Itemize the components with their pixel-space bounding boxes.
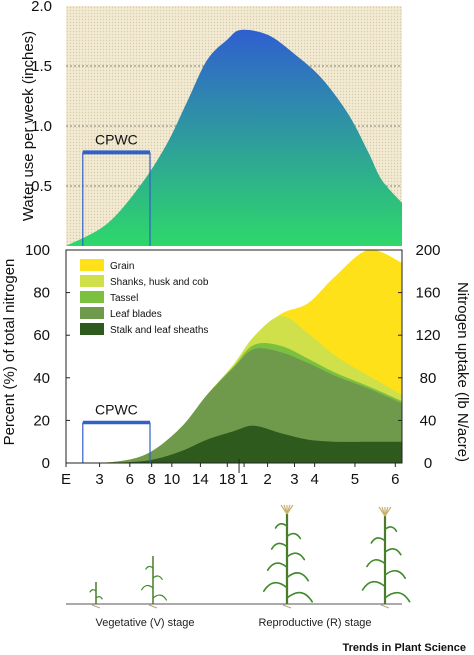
journal-credit: Trends in Plant Science [343, 642, 467, 654]
plant-tassel [384, 506, 392, 517]
plant-leaf [89, 589, 97, 593]
water-y-tick-label: 1.0 [31, 118, 52, 135]
nitrogen-y-tick-label-left: 80 [33, 285, 50, 302]
nitrogen-panel: CPWC Grain Shanks, husk and cob Tassel Leaf… [1, 242, 471, 488]
plant-leaf [95, 596, 103, 600]
plant-icon-r-mature [361, 506, 411, 609]
nitrogen-y-tick-label-right: 160 [415, 285, 440, 302]
nitrogen-y-ticks-right: 200 160 120 80 40 0 [398, 242, 441, 472]
nitrogen-x-ticks: E 3 6 8 10 14 18 1 2 3 4 5 6 [61, 459, 399, 488]
plant-leaf [274, 522, 288, 529]
plant-leaf [286, 591, 314, 603]
nitrogen-x-tick-label: 3 [290, 471, 298, 488]
plant-leaf [141, 584, 154, 591]
plant-leaf [366, 559, 386, 568]
plant-leaf [286, 572, 310, 582]
plant-root [282, 604, 292, 609]
nitrogen-x-tick-label: 6 [391, 471, 399, 488]
area-stalk-and-leaf-sheaths [66, 425, 402, 464]
water-y-tick-label: 2.0 [31, 0, 52, 15]
nitrogen-y-axis-label-right: Nitrogen uptake (lb N/acre) [454, 282, 471, 462]
nitrogen-areas [66, 249, 402, 464]
plant-leaf [370, 537, 386, 544]
legend-swatch [80, 323, 104, 335]
water-y-axis-label: Water use per week (inches) [20, 31, 37, 221]
nitrogen-cpwc-bracket [82, 420, 151, 463]
nitrogen-cpwc-label: CPWC [95, 402, 138, 418]
plant-leaf [384, 570, 407, 579]
nitrogen-y-tick-label-right: 80 [420, 370, 437, 387]
area-leaf-blades [66, 348, 402, 464]
plant-leaf [145, 565, 154, 570]
vegetative-stage-label: Vegetative (V) stage [95, 617, 194, 629]
nitrogen-x-tick-label: 6 [126, 471, 134, 488]
nitrogen-x-tick-label: 1 [240, 471, 248, 488]
legend-label: Shanks, husk and cob [110, 277, 209, 288]
legend-label: Stalk and leaf sheaths [110, 325, 208, 336]
nitrogen-x-tick-label: E [61, 471, 71, 488]
water-cpwc-label: CPWC [95, 131, 138, 147]
plant-leaf [361, 580, 386, 591]
nitrogen-x-tick-label: 4 [310, 471, 318, 488]
plant-tassel [286, 504, 294, 515]
plant-leaf [152, 594, 168, 601]
plant-root [148, 604, 158, 609]
plant-leaf [384, 548, 402, 556]
nitrogen-y-tick-label-left: 40 [33, 370, 50, 387]
water-use-panel: CPWC 2.0 1.5 1.0 0.5 Water use per week (in… [20, 0, 402, 246]
nitrogen-y-tick-label-right: 120 [415, 327, 440, 344]
plant-leaf [152, 575, 163, 580]
plant-icon-v-medium [141, 556, 168, 609]
plant-leaf [262, 581, 288, 593]
nitrogen-x-tick-label: 10 [163, 471, 180, 488]
nitrogen-y-tick-label-left: 0 [42, 455, 50, 472]
nitrogen-x-tick-label: 8 [148, 471, 156, 488]
plant-leaf [266, 562, 288, 571]
plant-leaf [384, 526, 398, 532]
nitrogen-x-tick-label: 5 [351, 471, 359, 488]
nitrogen-y-tick-label-right: 200 [415, 242, 440, 259]
nitrogen-y-axis-label-left: Percent (%) of total nitrogen [1, 259, 18, 446]
legend-label: Grain [110, 261, 134, 272]
water-y-tick-label: 1.5 [31, 58, 52, 75]
nitrogen-y-tick-label-left: 100 [25, 242, 50, 259]
legend-label: Leaf blades [110, 309, 162, 320]
legend-swatch [80, 259, 104, 271]
legend-swatch [80, 291, 104, 303]
legend-swatch [80, 275, 104, 287]
reproductive-stage-label: Reproductive (R) stage [258, 617, 371, 629]
water-cpwc-bracket [82, 150, 151, 246]
nitrogen-y-tick-label-right: 0 [424, 455, 432, 472]
nitrogen-legend: Grain Shanks, husk and cob Tassel Leaf blad… [80, 259, 209, 336]
plant-leaf [384, 591, 411, 603]
plant-icon-v-small [89, 582, 103, 609]
nitrogen-y-tick-label-right: 40 [420, 412, 437, 429]
plant-root [380, 604, 390, 609]
nitrogen-x-tick-label: 14 [192, 471, 209, 488]
plant-icon-r-tasseled [262, 504, 314, 609]
water-y-ticks: 2.0 1.5 1.0 0.5 [31, 0, 52, 195]
plant-leaf [286, 532, 302, 540]
water-y-tick-label: 0.5 [31, 178, 52, 195]
plant-illustration: Vegetative (V) stage Reproductive (R) st… [66, 504, 411, 629]
nitrogen-y-tick-label-left: 60 [33, 327, 50, 344]
plant-leaf [270, 542, 288, 550]
nitrogen-plot-frame [65, 249, 403, 464]
nitrogen-y-ticks-left: 100 80 60 40 20 0 [25, 242, 70, 472]
nitrogen-x-tick-label: 18 [219, 471, 236, 488]
plant-leaf [286, 552, 306, 561]
plant-root [91, 604, 101, 609]
nitrogen-x-tick-label: 3 [95, 471, 103, 488]
nitrogen-x-tick-label: 2 [263, 471, 271, 488]
nitrogen-y-tick-label-left: 20 [33, 412, 50, 429]
legend-swatch [80, 307, 104, 319]
legend-label: Tassel [110, 293, 138, 304]
